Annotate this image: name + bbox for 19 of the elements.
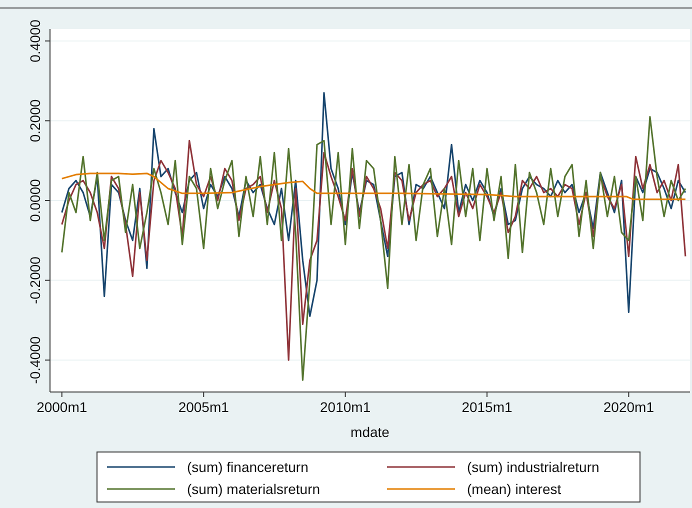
y-tick-label: 0.0000 bbox=[27, 178, 43, 222]
legend-label: (mean) interest bbox=[467, 481, 562, 497]
x-tick-label: 2010m1 bbox=[320, 399, 371, 415]
x-tick-label: 2020m1 bbox=[603, 399, 654, 415]
x-tick-label: 2005m1 bbox=[178, 399, 230, 415]
line-series bbox=[61, 92, 686, 318]
line-series bbox=[61, 116, 686, 381]
line-series bbox=[61, 172, 686, 200]
x-axis-title: mdate bbox=[350, 424, 390, 440]
legend-label: (sum) materialsreturn bbox=[187, 481, 320, 497]
line-series bbox=[61, 140, 686, 361]
legend-label: (sum) financereturn bbox=[187, 459, 308, 475]
y-tick-label: -0.2000 bbox=[27, 256, 43, 304]
y-tick-label: 0.4000 bbox=[27, 19, 43, 62]
x-tick-label: 2015m1 bbox=[462, 399, 513, 415]
x-tick-label: 2000m1 bbox=[36, 399, 88, 415]
y-tick-label: -0.4000 bbox=[27, 336, 43, 384]
legend-label: (sum) industrialreturn bbox=[467, 459, 600, 475]
y-tick-label: 0.2000 bbox=[27, 99, 43, 142]
